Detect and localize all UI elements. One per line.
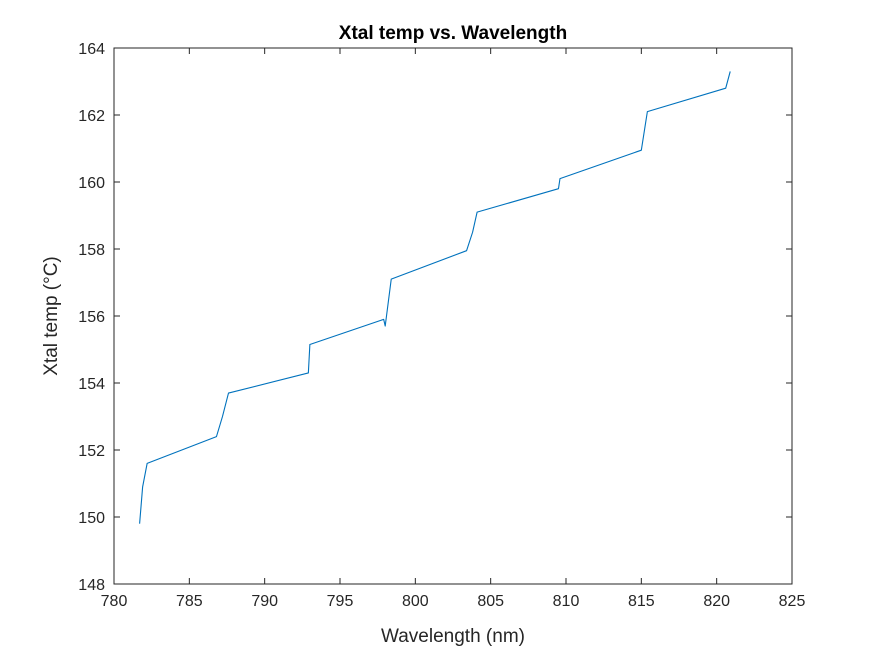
y-tick-label: 148	[78, 577, 105, 594]
series-group	[139, 71, 731, 524]
x-tick-label: 825	[779, 593, 806, 610]
axis-ticks: 780 785 790 795 800 805 810 815 820 825 148 150 152 1…	[78, 41, 805, 610]
x-tick-label: 815	[628, 593, 655, 610]
y-tick-label: 150	[78, 510, 105, 527]
x-tick-label: 780	[101, 593, 128, 610]
x-axis-label: Wavelength (nm)	[381, 626, 525, 647]
x-tick-label: 785	[176, 593, 203, 610]
x-tick-label: 790	[251, 593, 278, 610]
series-line-0	[139, 71, 731, 524]
y-tick-label: 160	[78, 175, 105, 192]
y-axis-label: Xtal temp (°C)	[41, 256, 62, 376]
x-tick-label: 800	[402, 593, 429, 610]
y-tick-label: 156	[78, 309, 105, 326]
x-tick-label: 820	[703, 593, 730, 610]
y-tick-label: 152	[78, 443, 105, 460]
y-tick-label: 162	[78, 108, 105, 125]
y-tick-label: 164	[78, 41, 105, 58]
plot-area	[114, 48, 792, 584]
chart-title: Xtal temp vs. Wavelength	[339, 23, 567, 44]
axes-frame	[113, 47, 793, 585]
x-tick-label: 805	[477, 593, 504, 610]
y-tick-label: 158	[78, 242, 105, 259]
y-tick-label: 154	[78, 376, 105, 393]
x-tick-label: 795	[327, 593, 354, 610]
x-tick-label: 810	[553, 593, 580, 610]
